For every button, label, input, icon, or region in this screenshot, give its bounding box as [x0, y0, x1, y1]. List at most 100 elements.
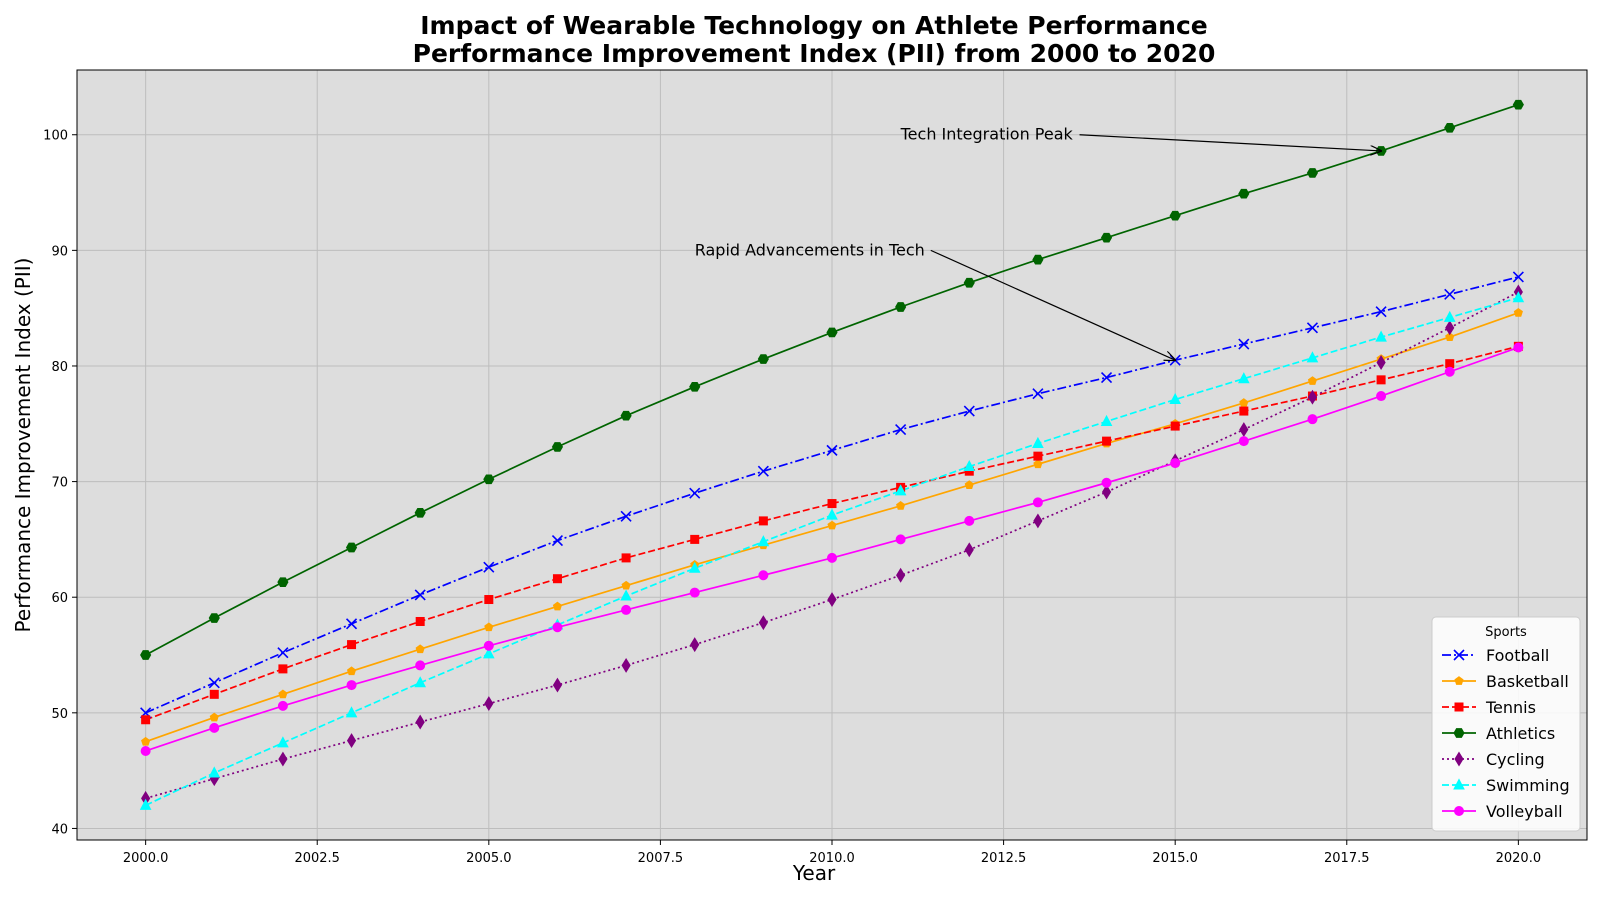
data-point-volleyball-2012 [964, 515, 975, 526]
data-point-cycling-2018 [1376, 355, 1386, 370]
x-tick-label-6: 2015.0 [1152, 851, 1198, 866]
data-point-cycling-2017 [1307, 389, 1318, 405]
x-tick-label-0: 2000.0 [123, 851, 169, 866]
data-point-basketball-2011 [896, 501, 906, 510]
chart-title-line-2: Performance Improvement Index (PII) from… [413, 39, 1216, 68]
legend-items: Football Basketball Tennis Athletics Cycling… [1442, 646, 1570, 821]
data-point-athletics-2011 [895, 302, 907, 312]
data-point-tennis-2001 [209, 689, 219, 699]
data-point-volleyball-2005 [483, 640, 494, 651]
data-point-swimming-2019 [1443, 310, 1456, 322]
data-point-cycling-2010 [827, 592, 837, 607]
data-point-tennis-2019 [1445, 359, 1455, 369]
legend-label-basketball: Basketball [1486, 672, 1569, 691]
data-point-swimming-2013 [1032, 436, 1044, 448]
series-markers-football [140, 271, 1524, 719]
data-point-tennis-2008 [690, 534, 700, 544]
data-point-athletics-2016 [1238, 188, 1250, 199]
data-point-tennis-2015 [1170, 421, 1180, 431]
series-markers-cycling [141, 284, 1523, 806]
data-point-football-2018 [1375, 306, 1387, 318]
annotation-text-0: Tech Integration Peak [900, 125, 1074, 144]
data-point-football-2020 [1512, 271, 1524, 283]
data-point-tennis-2009 [758, 516, 768, 526]
data-point-football-2019 [1444, 288, 1456, 300]
data-point-swimming-2017 [1306, 351, 1319, 363]
data-point-swimming-2012 [963, 459, 976, 472]
legend-box [1431, 616, 1581, 832]
data-point-cycling-2005 [484, 696, 494, 712]
data-point-athletics-2012 [963, 277, 975, 288]
grid [77, 70, 1587, 840]
data-point-athletics-2015 [1169, 210, 1181, 221]
data-point-swimming-2009 [757, 535, 770, 547]
data-point-cycling-2004 [415, 714, 425, 730]
x-tick-label-8: 2020.0 [1496, 851, 1542, 866]
legend-item-swimming: Swimming [1442, 776, 1570, 795]
data-point-swimming-2002 [277, 736, 289, 748]
data-point-tennis-2014 [1102, 436, 1112, 446]
data-point-football-2007 [620, 510, 632, 522]
data-point-football-2001 [208, 677, 220, 689]
data-point-athletics-2007 [620, 410, 632, 421]
data-point-volleyball-2018 [1376, 391, 1387, 402]
legend-item-athletics: Athletics [1442, 724, 1555, 743]
data-point-basketball-2019 [1445, 332, 1455, 341]
legend-label-football: Football [1486, 646, 1549, 665]
chart-title-line-1: Impact of Wearable Technology on Athlete… [420, 11, 1208, 40]
legend-item-cycling: Cycling [1442, 750, 1545, 769]
data-point-cycling-2007 [621, 657, 631, 673]
series-markers-volleyball [140, 342, 1524, 756]
data-point-football-2006 [551, 534, 564, 547]
data-point-tennis-2018 [1376, 375, 1386, 385]
data-point-football-2013 [1032, 388, 1044, 400]
data-point-basketball-2012 [964, 480, 974, 489]
legend-item-football: Football [1442, 646, 1549, 665]
data-point-athletics-2017 [1306, 168, 1319, 178]
data-point-athletics-2009 [757, 354, 769, 364]
data-point-volleyball-2016 [1238, 436, 1249, 447]
y-tick-label-1: 50 [51, 707, 68, 722]
data-point-volleyball-2001 [209, 722, 220, 733]
data-point-cycling-2006 [552, 677, 563, 693]
data-point-swimming-2005 [482, 647, 495, 659]
data-point-football-2003 [345, 618, 358, 630]
legend-marker-volleyball [1454, 806, 1464, 816]
data-point-tennis-2000 [141, 715, 151, 725]
data-point-cycling-2012 [964, 542, 974, 558]
data-point-volleyball-2020 [1513, 342, 1524, 353]
data-point-football-2004 [414, 589, 426, 601]
data-point-volleyball-2008 [689, 587, 700, 598]
y-axis-label: Performance Improvement Index (PII) [11, 258, 35, 633]
data-point-tennis-2016 [1239, 406, 1249, 416]
x-axis-label: Year [792, 861, 836, 885]
annotation-text-1: Rapid Advancements in Tech [695, 240, 925, 259]
data-point-swimming-2020 [1512, 291, 1525, 303]
data-point-swimming-2007 [620, 589, 632, 601]
data-point-cycling-2011 [896, 567, 906, 583]
x-tick-label-4: 2010.0 [809, 851, 855, 866]
y-tick-label-5: 90 [51, 244, 68, 259]
x-tick-label-3: 2007.5 [638, 851, 684, 866]
data-point-swimming-2010 [826, 508, 838, 520]
data-point-volleyball-2004 [415, 660, 426, 671]
data-point-basketball-2005 [484, 622, 494, 632]
x-tick-label-2: 2005.0 [466, 851, 512, 866]
data-point-swimming-2018 [1375, 330, 1387, 342]
data-point-volleyball-2017 [1307, 414, 1318, 425]
data-point-football-2012 [963, 405, 975, 417]
data-point-swimming-2011 [894, 484, 907, 496]
legend-title: Sports [1485, 625, 1527, 640]
data-point-football-2009 [757, 465, 769, 477]
data-point-tennis-2006 [552, 574, 562, 584]
data-point-football-2008 [689, 487, 701, 499]
data-point-swimming-2003 [345, 706, 358, 718]
data-point-athletics-2019 [1444, 122, 1456, 133]
data-point-basketball-2006 [552, 601, 563, 611]
legend-label-tennis: Tennis [1485, 698, 1536, 717]
data-point-volleyball-2014 [1101, 477, 1112, 488]
legend-marker-basketball [1454, 676, 1464, 685]
data-point-football-2016 [1238, 338, 1250, 350]
x-tick-label-1: 2002.5 [294, 851, 340, 866]
